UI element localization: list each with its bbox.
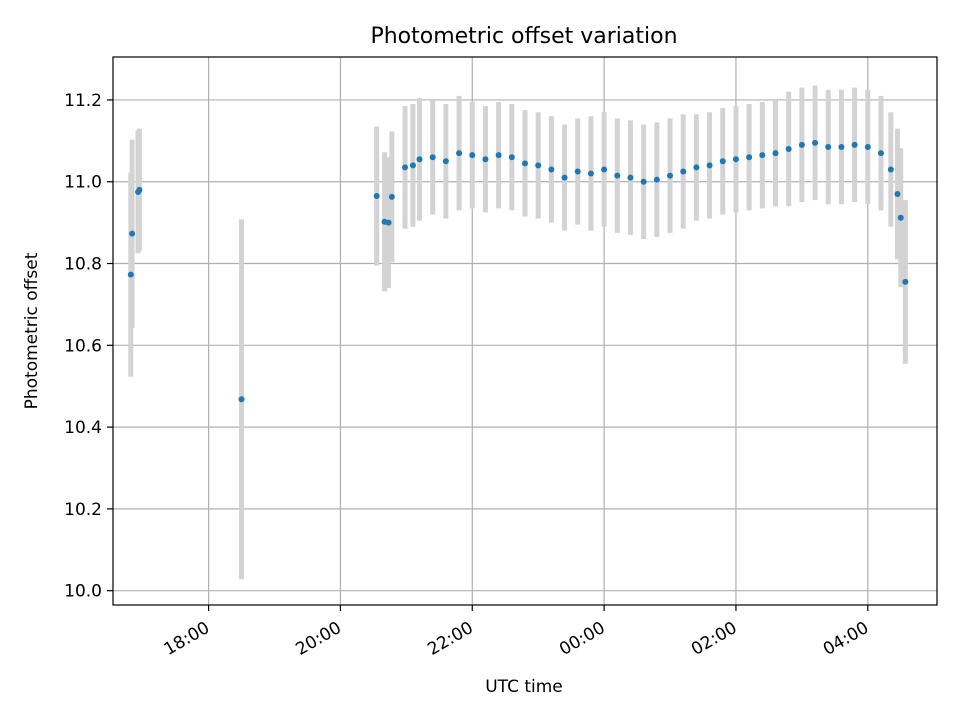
y-tick-label: 10.2 [64,500,102,520]
data-point [838,143,845,150]
data-point [719,158,726,165]
data-point [759,152,766,159]
data-point [136,186,143,193]
data-point [614,172,621,179]
data-point [388,193,395,200]
y-tick-label: 11.2 [64,91,102,111]
data-point [456,150,463,157]
data-point [894,191,901,197]
data-point [772,150,779,157]
chart-title: Photometric offset variation [370,24,677,49]
data-point [469,152,476,159]
data-point [535,162,542,169]
data-point [238,396,245,403]
data-point [429,154,436,161]
y-tick-label: 10.6 [64,336,102,356]
data-point [508,154,515,161]
data-point [482,156,489,163]
y-tick-label: 10.0 [64,582,102,602]
y-tick-label: 10.4 [64,418,102,438]
data-point [373,193,380,200]
data-point [402,164,409,171]
data-point [887,166,894,173]
data-point [416,156,423,163]
data-point [574,168,581,175]
plot-frame [112,56,938,606]
data-point [798,141,805,148]
y-tick-label: 11.0 [64,173,102,193]
data-point [812,139,819,146]
y-axis-ticks: 10.0 10.2 10.4 10.6 10.8 11.0 11.2 [64,91,113,602]
data-point [877,150,884,157]
data-point [522,160,528,167]
data-point [601,166,608,173]
data-point [732,156,739,163]
data-point [495,152,502,159]
data-point [706,162,713,169]
data-point [902,278,909,285]
data-points [127,139,909,403]
data-point [561,174,568,181]
data-point [851,141,858,148]
data-point [680,168,687,175]
data-point [653,176,660,183]
data-point [825,143,832,150]
data-point [627,174,634,181]
data-point [129,230,136,237]
data-point [640,178,647,185]
data-point [587,170,594,177]
data-point [897,214,904,221]
data-point [785,146,792,153]
y-axis-label: Photometric offset [22,252,42,409]
data-point [409,162,416,169]
data-point [548,166,555,173]
data-point [693,164,700,171]
data-point [127,271,134,278]
y-tick-label: 10.8 [64,255,102,275]
data-point [864,143,871,150]
data-point [385,219,392,226]
x-axis-label: UTC time [485,677,563,697]
data-point [442,158,449,165]
data-point [746,154,753,161]
data-point [667,172,674,179]
